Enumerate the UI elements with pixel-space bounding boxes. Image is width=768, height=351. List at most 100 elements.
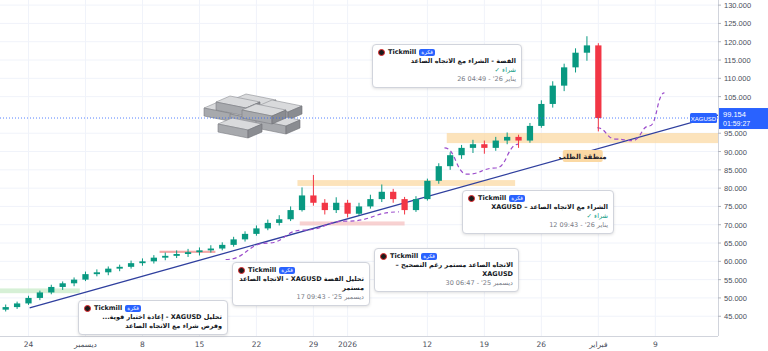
candle-body [356, 206, 362, 213]
x-tick-label: ديسمبر [73, 340, 97, 349]
candle-body [219, 245, 225, 249]
last-price-tag [719, 108, 768, 129]
candle-body [413, 199, 419, 210]
y-tick-label: 45.000 [724, 312, 747, 321]
zone-label: منطقة الطلب [559, 153, 607, 161]
x-grid-line [28, 0, 29, 336]
trend-line [30, 115, 718, 308]
y-tick-label: 50.000 [724, 294, 747, 303]
y-tick [718, 206, 721, 207]
idea-card: Tickmillفكرةالشراء مع الاتجاه الصاعد – X… [462, 190, 614, 234]
candle-body [94, 272, 100, 274]
badge: فكرة [509, 195, 525, 202]
candle-body [37, 292, 43, 297]
idea-title: تحليل الفضة XAGUSD - الاتجاه الصاعد مستم… [238, 275, 364, 293]
candle-body [117, 267, 123, 269]
candle-body [322, 203, 328, 210]
badge: فكرة [421, 253, 437, 260]
candle-body [208, 249, 214, 251]
y-tick [718, 261, 721, 262]
x-grid-line [199, 0, 200, 336]
y-tick-label: 105.000 [724, 93, 751, 102]
candle-body [561, 67, 567, 85]
y-tick-label: 125.000 [724, 19, 751, 28]
x-tick-label: 15 [195, 340, 205, 349]
author-logo [238, 267, 245, 274]
candle-body [185, 252, 191, 254]
x-tick-label: 8 [140, 340, 145, 349]
card-header: Tickmillفكرة [380, 252, 513, 261]
x-tick-label: 29 [309, 340, 319, 349]
candle-body [242, 234, 248, 239]
badge: فكرة [279, 267, 295, 274]
card-header: Tickmillفكرة [378, 48, 516, 57]
idea-title: الاتجاه الصاعد مستمر رغم التصحيح – XAGUS… [380, 261, 513, 279]
candle-body [424, 181, 430, 199]
author-logo [378, 49, 385, 56]
idea-card: Tickmillفكرةالفضة - الشراء مع الاتجاه ال… [372, 44, 522, 88]
candle-body [162, 256, 168, 258]
y-tick-label: 65.000 [724, 239, 747, 248]
last-price-label: 99.154 [723, 110, 746, 119]
y-tick [718, 23, 721, 24]
bar-side [272, 110, 286, 124]
candle-body [584, 45, 590, 52]
candle-body [515, 137, 521, 141]
candle-body [265, 223, 271, 228]
candle-body [436, 166, 442, 181]
idea-title: الشراء مع الاتجاه الصاعد – XAGUSD [468, 203, 608, 212]
y-tick [718, 41, 721, 42]
idea-signal: شراء ✓ [468, 212, 608, 221]
candle-body [493, 141, 499, 148]
x-grid-line [85, 0, 86, 336]
y-grid-line [0, 60, 718, 61]
author-logo [84, 305, 91, 312]
candle-body [231, 239, 237, 244]
card-header: Tickmillفكرة [238, 266, 364, 275]
y-tick-label: 70.000 [724, 221, 747, 230]
candle-body [276, 219, 282, 223]
y-tick-label: 115.000 [724, 56, 751, 65]
idea-title: تحليل XAGUSD - إعادة اختبار قوية... وفرص… [84, 313, 222, 331]
y-tick [718, 316, 721, 317]
x-tick-label: 24 [24, 340, 34, 349]
idea-title: الفضة - الشراء مع الاتجاه الصاعد [378, 57, 516, 66]
x-tick-label: 12 [423, 340, 433, 349]
y-grid-line [0, 151, 718, 152]
author-name: Tickmill [388, 48, 416, 57]
y-tick [718, 188, 721, 189]
x-tick-label: 19 [480, 340, 490, 349]
candle-body [14, 303, 20, 307]
idea-card: Tickmillفكرةتحليل الفضة XAGUSD - الاتجاه… [232, 262, 370, 306]
y-grid-line [0, 5, 718, 6]
candle-body [105, 269, 111, 273]
author-name: Tickmill [248, 266, 276, 275]
x-tick-label: فبراير [588, 340, 608, 349]
plot-area [0, 36, 718, 311]
idea-card: Tickmillفكرةتحليل XAGUSD - إعادة اختبار … [78, 300, 228, 335]
price-axis-line [718, 0, 719, 336]
candle-body [401, 199, 407, 210]
candle-body [504, 137, 510, 141]
silver-icon [204, 94, 302, 138]
candle-body [310, 195, 316, 202]
bar-side [248, 124, 262, 138]
idea-date: 12 09:43 - '26 يناير [468, 221, 608, 230]
author-name: Tickmill [478, 194, 506, 203]
candle-body [60, 283, 66, 287]
candle-body [538, 104, 544, 126]
y-tick [718, 5, 721, 6]
candle-body [367, 199, 373, 206]
y-tick [718, 78, 721, 79]
y-grid-line [0, 96, 718, 97]
y-tick-label: 60.000 [724, 257, 747, 266]
bar-side [286, 120, 300, 134]
y-tick-label: 120.000 [724, 38, 751, 47]
idea-date: 17 09:43 - '25 ديسمبر [238, 293, 364, 302]
candle-body [139, 261, 145, 263]
x-grid-line [541, 0, 542, 336]
projection-path [597, 93, 664, 141]
last-price-line [0, 118, 718, 119]
time-axis-line [0, 336, 718, 337]
candle-body [71, 280, 77, 284]
